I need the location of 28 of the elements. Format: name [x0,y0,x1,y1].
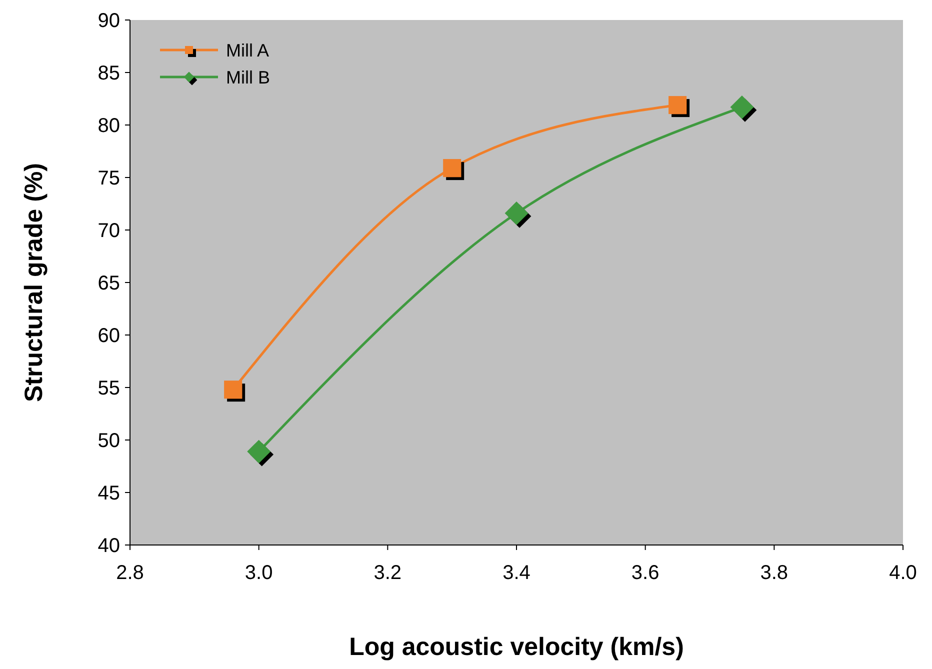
y-tick-label: 60 [98,325,120,347]
y-tick-label: 70 [98,220,120,242]
point [504,202,528,225]
y-tick-label: 40 [98,535,120,557]
x-tick-label: 3.6 [631,562,660,584]
y-tick-label: 65 [98,272,120,294]
y-tick-label: 90 [98,10,120,32]
point [247,440,271,464]
y-tick-label: 85 [98,62,120,84]
legend-label: Mill A [226,40,270,60]
point [443,159,462,178]
x-tick-label: 3.4 [502,562,530,584]
x-tick-label: 3.2 [374,562,402,584]
y-tick-label: 75 [98,168,120,190]
y-tick-label: 50 [98,430,120,452]
y-tick-label: 55 [98,378,120,400]
x-tick-label: 2.8 [116,562,144,584]
y-tick-label: 80 [98,115,120,137]
x-axis-title: Log acoustic velocity (km/s) [349,633,684,661]
y-axis-title: Structural grade (%) [20,163,48,402]
x-tick-label: 3.0 [244,562,273,584]
x-tick-label: 4.0 [889,562,917,584]
point [224,380,242,399]
legend-label: Mill B [226,67,270,88]
point [730,95,754,119]
point [668,96,687,114]
y-tick-label: 45 [98,482,120,504]
x-tick-label: 3.8 [760,562,788,584]
